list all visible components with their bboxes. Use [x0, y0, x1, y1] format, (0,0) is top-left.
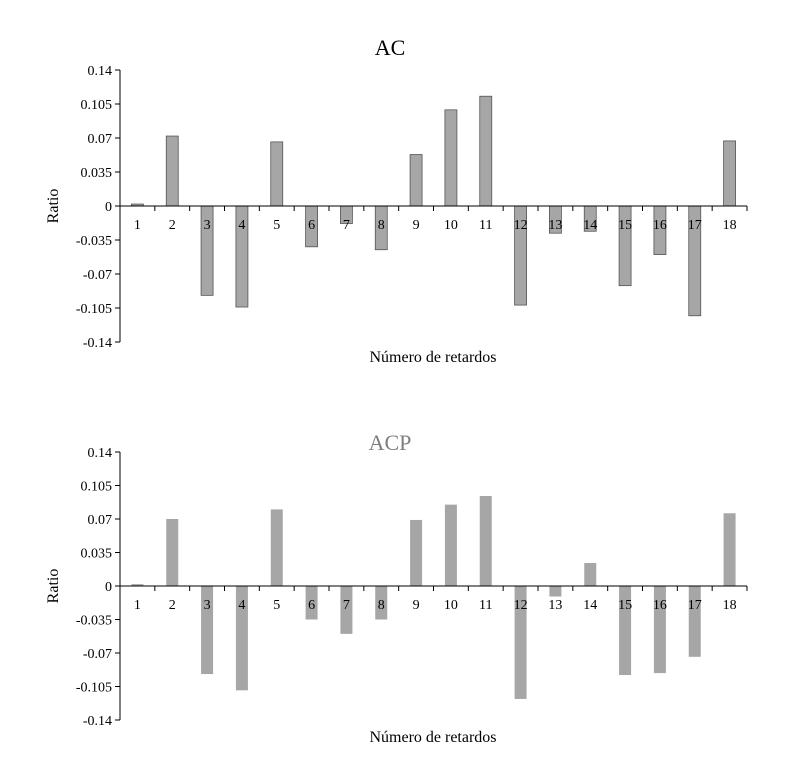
y-tick-label: 0 [105, 200, 112, 215]
x-tick-label: 9 [413, 598, 420, 613]
x-tick-label: 12 [514, 598, 528, 613]
x-tick-label: 2 [169, 598, 176, 613]
bar-lag-13 [549, 586, 562, 597]
x-tick-label: 7 [343, 598, 350, 613]
x-tick-label: 18 [723, 218, 737, 233]
x-tick-label: 10 [444, 598, 458, 613]
bar-lag-11 [479, 95, 493, 207]
x-tick-label: 13 [548, 218, 562, 233]
x-tick-label: 16 [653, 598, 667, 613]
x-tick-label: 6 [308, 598, 315, 613]
x-tick-label: 12 [514, 218, 528, 233]
x-tick-label: 17 [688, 598, 702, 613]
bar-lag-14 [584, 563, 597, 586]
x-tick-label: 7 [343, 218, 350, 233]
x-tick-label: 3 [204, 218, 211, 233]
y-tick-label: -0.035 [76, 234, 112, 249]
y-axis-title: Ratio [45, 569, 62, 604]
y-tick-label: -0.07 [83, 647, 112, 662]
y-axis-title: Ratio [45, 189, 62, 224]
bar-lag-11 [479, 496, 492, 586]
bar-lag-15 [619, 586, 632, 676]
chart-title: ACP [369, 430, 412, 455]
bar-lag-2 [166, 519, 179, 586]
x-tick-label: 16 [653, 218, 667, 233]
bar-lag-1 [131, 584, 144, 586]
acp-chart: ACP 0.14 0.105 0.07 0.035 0 -0.035 -0.07 -0.105 -… [45, 430, 748, 746]
x-tick-label: 1 [134, 598, 141, 613]
chart-title: AC [375, 35, 406, 60]
x-axis-title: Número de retardos [369, 349, 496, 366]
y-tick-label: 0.105 [81, 480, 113, 495]
bar-lag-3 [201, 586, 214, 675]
ac-chart: AC 0.14 0.105 0.07 0.035 0 -0.035 -0.07 -0.105 -0… [45, 35, 748, 366]
x-axis-title: Número de retardos [369, 729, 496, 746]
y-tick-label: 0.035 [81, 547, 113, 562]
y-tick-label: -0.14 [83, 336, 112, 351]
bar-lag-6 [305, 586, 318, 620]
bar-lag-10 [444, 109, 458, 207]
x-tick-label: 4 [238, 218, 245, 233]
x-tick-label: 3 [204, 598, 211, 613]
x-tick-label: 10 [444, 218, 458, 233]
x-tick-label: 4 [238, 598, 245, 613]
bar-lag-17 [688, 586, 701, 657]
y-tick-label: -0.07 [83, 268, 112, 283]
bar-lag-12 [514, 586, 527, 699]
x-tick-label: 2 [169, 218, 176, 233]
x-tick-label: 11 [479, 218, 492, 233]
bar-lag-5 [270, 141, 284, 207]
x-tick-label: 8 [378, 598, 385, 613]
x-tick-label: 1 [134, 218, 141, 233]
x-tick-label: 17 [688, 218, 702, 233]
x-tick-label: 6 [308, 218, 315, 233]
y-tick-label: 0 [105, 580, 112, 595]
y-tick-label: -0.035 [76, 614, 112, 629]
x-tick-label: 5 [273, 218, 280, 233]
y-tick-label: -0.14 [83, 714, 112, 729]
bar-lag-9 [409, 154, 423, 207]
x-tick-label: 14 [583, 218, 597, 233]
y-tick-label: -0.105 [76, 302, 112, 317]
x-tick-label: 8 [378, 218, 385, 233]
y-tick-label: 0.07 [88, 132, 113, 147]
bar-lag-16 [653, 586, 666, 674]
bar-lag-4 [235, 586, 248, 691]
bar-lag-5 [270, 509, 283, 586]
x-tick-label: 15 [618, 598, 632, 613]
x-tick-label: 11 [479, 598, 492, 613]
x-tick-label: 18 [723, 598, 737, 613]
y-tick-label: 0.14 [88, 64, 113, 79]
bar-lag-7 [340, 586, 353, 634]
bar-lag-18 [723, 140, 736, 207]
bar-lag-8 [375, 586, 388, 620]
x-tick-label: 9 [413, 218, 420, 233]
x-tick-label: 14 [583, 598, 597, 613]
bar-lag-18 [723, 513, 736, 586]
x-tick-label: 13 [548, 598, 562, 613]
bar-lag-9 [410, 519, 423, 586]
y-tick-label: 0.07 [88, 513, 113, 528]
x-tick-label: 15 [618, 218, 632, 233]
bar-lag-2 [165, 135, 179, 207]
y-tick-label: 0.14 [88, 446, 113, 461]
bar-lag-10 [444, 504, 457, 586]
y-tick-label: -0.105 [76, 681, 112, 696]
y-tick-label: 0.035 [81, 166, 113, 181]
x-tick-label: 5 [273, 598, 280, 613]
y-tick-label: 0.105 [81, 98, 113, 113]
